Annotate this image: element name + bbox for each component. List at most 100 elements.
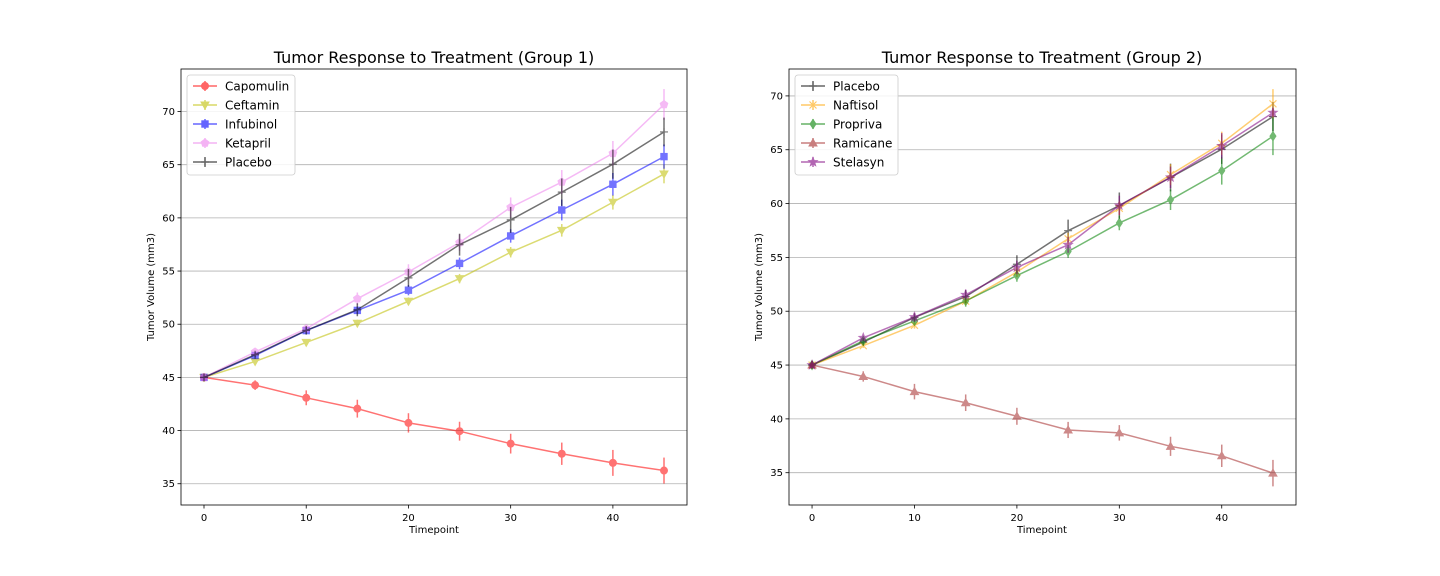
legend-label: Infubinol (225, 118, 277, 132)
x-tick-label: 40 (607, 513, 620, 524)
data-point (455, 240, 464, 249)
y-tick-label: 70 (162, 107, 175, 118)
y-tick-label: 65 (770, 145, 783, 156)
data-point (302, 326, 311, 335)
x-tick-label: 30 (504, 513, 517, 524)
data-point (608, 160, 617, 169)
axis-ticks: 35 40 45 50 55 60 65 70 0 10 20 30 40 (162, 107, 619, 524)
series-line (203, 173, 665, 379)
legend-marker (201, 120, 209, 128)
data-point (404, 418, 413, 427)
y-axis-label: Tumor Volume (mm3) (754, 233, 765, 342)
y-tick-label: 35 (162, 479, 175, 490)
data-point (858, 371, 869, 380)
chart-title: Tumor Response to Treatment (Group 2) (881, 48, 1203, 67)
data-point (608, 458, 617, 467)
data-point (455, 259, 464, 268)
data-point (353, 305, 362, 314)
legend-marker (200, 101, 210, 111)
x-tick-label: 20 (402, 513, 415, 524)
series-capomulin (200, 373, 668, 484)
y-tick-label: 45 (770, 361, 783, 372)
legend-entry (801, 81, 825, 91)
data-point (505, 248, 516, 258)
data-point (908, 311, 921, 322)
legend: Placebo Naftisol Propriva Ramicane Stelasyn (794, 74, 899, 176)
y-tick-label: 55 (162, 267, 175, 278)
legend-label: Ramicane (833, 137, 892, 151)
series-line (203, 103, 665, 379)
legend-label: Ketapril (225, 137, 271, 151)
data-point (1216, 450, 1227, 460)
legend-entry (193, 119, 217, 129)
data-point (857, 331, 869, 343)
x-tick-label: 40 (1215, 513, 1228, 524)
legend-entry (801, 100, 825, 110)
axis-ticks: 35 40 45 50 55 60 65 70 0 10 20 30 40 (770, 91, 1228, 524)
data-point (200, 373, 208, 382)
series-stelasyn (806, 106, 1279, 370)
y-tick-label: 70 (770, 91, 783, 102)
data-point (1268, 468, 1278, 477)
x-tick-label: 20 (1011, 513, 1024, 524)
data-point (1113, 199, 1125, 211)
data-point (1012, 411, 1022, 420)
legend-marker (809, 82, 817, 90)
y-tick-label: 40 (162, 426, 175, 437)
data-point (909, 386, 920, 396)
legend-entry (193, 138, 217, 148)
y-tick-label: 65 (162, 160, 175, 171)
data-point (455, 427, 464, 436)
x-axis-label: Timepoint (408, 525, 459, 536)
legend-entry (193, 81, 217, 91)
series-line (203, 376, 665, 472)
legend-marker (807, 156, 819, 167)
data-point (557, 188, 566, 197)
x-tick-label: 30 (1113, 513, 1126, 524)
y-tick-label: 50 (770, 307, 783, 318)
data-point (608, 198, 618, 208)
data-point (352, 319, 363, 329)
y-tick-label: 50 (162, 320, 175, 331)
y-tick-label: 45 (162, 373, 175, 384)
legend-box (794, 74, 899, 176)
data-point (1011, 261, 1023, 273)
data-point (251, 381, 260, 390)
data-point (1063, 424, 1073, 434)
chart-title: Tumor Response to Treatment (Group 1) (273, 48, 595, 67)
y-tick-label: 60 (770, 199, 783, 210)
legend-label: Naftisol (833, 99, 878, 113)
data-point (806, 359, 818, 370)
data-point (1269, 130, 1277, 142)
legend-label: Placebo (225, 156, 272, 170)
plot-frame (788, 68, 1297, 506)
data-point (1166, 194, 1175, 206)
y-tick-label: 55 (770, 253, 783, 264)
data-point (609, 180, 617, 188)
legend-entry (801, 118, 825, 130)
data-point (660, 152, 668, 161)
data-point (960, 288, 972, 300)
data-point (454, 275, 465, 284)
data-point (1013, 270, 1021, 281)
data-point (352, 294, 362, 303)
data-point (506, 232, 515, 240)
data-point (1115, 217, 1123, 229)
series-line (811, 112, 1274, 366)
data-point (1269, 99, 1277, 108)
data-point (962, 295, 970, 307)
data-point (506, 439, 515, 448)
data-point (353, 404, 362, 413)
series-line (811, 135, 1274, 366)
data-point (557, 449, 566, 458)
legend-marker (201, 82, 209, 90)
data-point (1062, 238, 1074, 250)
data-point (558, 206, 566, 214)
data-point (1114, 427, 1125, 437)
legend-marker (200, 138, 210, 147)
x-tick-label: 0 (201, 513, 207, 524)
data-point (960, 397, 971, 407)
legend-marker (201, 158, 209, 166)
legend-entry (801, 156, 825, 167)
